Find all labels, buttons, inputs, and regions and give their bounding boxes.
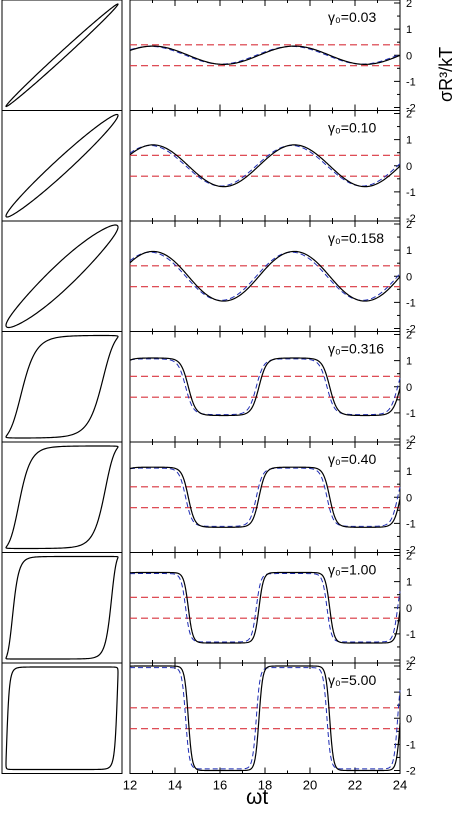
- y-tick-label: 1: [406, 24, 412, 36]
- y-tick-label: -2: [406, 434, 416, 446]
- panel-label: γ₀=0.158: [328, 230, 384, 246]
- y-axis-label: σR³/kT: [436, 46, 452, 102]
- loop-panel-frame: [1, 331, 123, 443]
- series-solid-line: [129, 250, 401, 302]
- loop-panel-frame: [1, 662, 123, 774]
- series-solid-line: [129, 357, 401, 417]
- y-tick-label: -2: [406, 103, 416, 115]
- y-tick-label: 0: [406, 713, 412, 725]
- y-tick-label: -1: [406, 408, 416, 420]
- y-tick-label: -1: [406, 76, 416, 88]
- x-tick-label: 12: [123, 778, 137, 793]
- lissajous-loop: [5, 113, 119, 218]
- series-solid-line: [129, 45, 401, 65]
- x-axis-label: ωt: [246, 786, 269, 809]
- lissajous-loop: [5, 666, 119, 771]
- series-solid-line: [129, 466, 401, 528]
- y-tick-label: -1: [406, 518, 416, 530]
- panel-label: γ₀=0.316: [328, 341, 384, 357]
- y-tick-label: 2: [406, 330, 412, 342]
- y-tick-label: 2: [406, 0, 412, 10]
- lissajous-loop: [5, 445, 119, 550]
- y-tick-label: -2: [406, 766, 416, 778]
- y-tick-label: 2: [406, 661, 412, 673]
- series-dashed-line: [129, 667, 401, 770]
- y-tick-label: 0: [406, 50, 412, 62]
- y-tick-label: 2: [406, 440, 412, 452]
- panel-label: γ₀=5.00: [328, 672, 376, 688]
- x-tick-label: 20: [303, 778, 317, 793]
- series-solid-line: [129, 144, 401, 188]
- y-tick-label: -1: [406, 187, 416, 199]
- lissajous-loop: [5, 555, 119, 660]
- panel-label: γ₀=0.40: [328, 451, 376, 467]
- panel-label: γ₀=0.10: [328, 120, 376, 136]
- y-tick-label: 1: [406, 466, 412, 478]
- y-tick-label: 0: [406, 161, 412, 173]
- y-tick-label: 2: [406, 551, 412, 563]
- x-tick-label: 24: [393, 778, 407, 793]
- y-tick-label: 0: [406, 271, 412, 283]
- y-tick-label: -2: [406, 655, 416, 667]
- y-tick-label: -2: [406, 213, 416, 225]
- y-tick-label: 1: [406, 687, 412, 699]
- y-tick-label: -1: [406, 297, 416, 309]
- y-tick-label: -1: [406, 629, 416, 641]
- series-dashed-line: [129, 358, 401, 416]
- loop-panel-frame: [1, 0, 123, 111]
- lissajous-loop: [5, 3, 119, 108]
- y-tick-label: 2: [406, 219, 412, 231]
- y-tick-label: -2: [406, 324, 416, 336]
- y-tick-label: 1: [406, 135, 412, 147]
- lissajous-loop: [5, 224, 119, 329]
- y-tick-label: 0: [406, 603, 412, 615]
- y-tick-label: 0: [406, 492, 412, 504]
- y-tick-label: 1: [406, 356, 412, 368]
- x-tick-label: 14: [168, 778, 182, 793]
- y-tick-label: -2: [406, 545, 416, 557]
- y-tick-label: 1: [406, 577, 412, 589]
- series-dashed-line: [129, 144, 401, 187]
- y-tick-label: 0: [406, 382, 412, 394]
- series-dashed-line: [129, 573, 401, 643]
- x-tick-label: 16: [213, 778, 227, 793]
- loop-panel-frame: [1, 220, 123, 332]
- lissajous-loop: [5, 334, 119, 439]
- series-solid-line: [129, 665, 401, 772]
- panel-label: γ₀=1.00: [328, 562, 376, 578]
- series-dashed-line: [129, 467, 401, 527]
- y-tick-label: -1: [406, 739, 416, 751]
- y-tick-label: 1: [406, 245, 412, 257]
- series-solid-line: [129, 571, 401, 644]
- loop-panel-frame: [1, 110, 123, 222]
- series-dashed-line: [129, 251, 401, 301]
- x-tick-label: 18: [258, 778, 272, 793]
- x-tick-label: 22: [348, 778, 362, 793]
- panel-label: γ₀=0.03: [328, 9, 376, 25]
- y-tick-label: 2: [406, 109, 412, 121]
